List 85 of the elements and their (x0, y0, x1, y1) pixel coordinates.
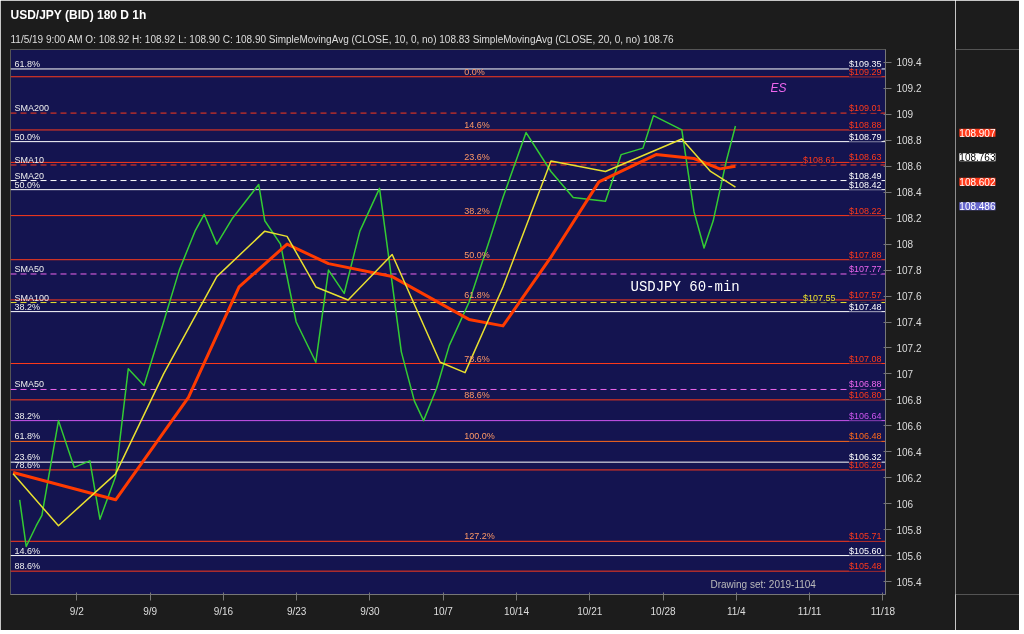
y-tick-label: 106.2 (896, 472, 922, 484)
y-tick-label: 108.8 (896, 135, 922, 147)
x-tick-label: 11/11 (797, 605, 822, 617)
ref-line-label: $107.48 (848, 301, 882, 312)
ref-line-label: $106.80 (848, 389, 882, 400)
chart-title: USD/JPY (BID) 180 D 1h (10, 7, 147, 22)
ref-line-label: $107.88 (848, 249, 882, 260)
annotation: 38.2% (14, 410, 41, 421)
x-tick-label: 9/9 (143, 605, 158, 617)
x-tick-label: 11/18 (870, 605, 896, 617)
ref-line-label: $108.79 (848, 131, 882, 142)
annotation: SMA50 (14, 263, 45, 274)
annotation: 100.0% (464, 431, 495, 442)
text: 108.907 (959, 127, 996, 139)
ref-line-label: $105.71 (848, 531, 882, 542)
annotation: 0.0% (464, 66, 485, 77)
chart-subtitle: 11/5/19 9:00 AM O: 108.92 H: 108.92 L: 108.90 C: 108.90 SimpleMovingAvg (CLOSE, 10, 0, no) 108.83 SimpleMovingAvg (CLOSE, 20, 0, no) 108.76 (10, 33, 675, 45)
ref-line-label: $106.48 (848, 431, 882, 442)
y-tick-label: 107.4 (896, 317, 922, 328)
ref-line-label: $105.60 (848, 545, 882, 556)
y-tick-label: 106.4 (896, 446, 922, 458)
annotation: 14.6% (14, 545, 41, 556)
y-tick-label: 105.4 (896, 576, 922, 588)
annotation: 50.0% (14, 179, 41, 190)
ref-line-label: $109.01 (848, 103, 882, 114)
annotation: SMA200 (14, 103, 50, 114)
y-tick-label: 108 (896, 239, 914, 251)
annotation: ES (770, 80, 787, 95)
x-tick-label: 10/14 (503, 605, 530, 617)
annotation: 50.0% (14, 131, 41, 142)
x-tick-label: 11/4 (726, 605, 747, 617)
y-tick-label: 106.6 (896, 420, 922, 432)
ref-line-label: $105.48 (848, 561, 882, 572)
ref-line-label: $109.29 (848, 66, 882, 77)
y-tick-label: 108.4 (896, 187, 922, 199)
annotation: 88.6% (14, 561, 41, 572)
ref-line-label: $109.35 (848, 58, 882, 69)
annotation: 14.6% (464, 119, 490, 130)
y-tick-label: 107.8 (896, 265, 922, 277)
ref-line-label: $108.49 (848, 170, 882, 181)
x-tick-label: 9/30 (360, 605, 381, 617)
annotation: 38.2% (464, 205, 490, 216)
annotation: 61.8% (14, 58, 41, 69)
y-tick-label: 109.2 (896, 83, 922, 95)
text: 108.763 (959, 152, 996, 164)
annotation: 127.2% (464, 531, 495, 542)
ref-line-label: $107.77 (848, 263, 882, 274)
ref-line-label: $107.55 (802, 292, 836, 303)
y-tick-label: 107.2 (896, 342, 922, 354)
y-tick-label: 107.6 (896, 291, 922, 303)
ref-line-label: $106.26 (848, 459, 882, 470)
x-tick-label: 10/21 (577, 605, 603, 617)
ref-line-label: $107.57 (848, 289, 882, 300)
ref-line-label: $108.22 (848, 205, 882, 216)
ref-line-label: $106.64 (848, 410, 882, 421)
y-tick-label: 109 (896, 109, 914, 121)
ref-line-label: $108.42 (848, 179, 882, 190)
y-tick-label: 109.4 (896, 57, 922, 69)
x-tick-label: 9/16 (213, 605, 234, 617)
annotation: SMA50 (14, 379, 45, 390)
ref-line-label: $106.88 (848, 379, 882, 390)
y-tick-label: 106 (896, 498, 914, 510)
annotation: SMA20 (14, 170, 45, 181)
text: 108.602 (959, 176, 996, 188)
x-tick-label: 10/28 (650, 605, 676, 617)
ref-line-label: $107.08 (848, 353, 882, 364)
annotation: USDJPY 60-min (630, 278, 740, 295)
y-tick-label: 107 (896, 368, 914, 380)
y-tick-label: 105.8 (896, 524, 922, 536)
ref-line-label: $108.61 (802, 154, 836, 165)
annotation: 23.6% (464, 152, 490, 163)
y-tick-label: 106.8 (896, 394, 922, 406)
x-tick-label: 10/7 (433, 605, 454, 617)
annotation: Drawing set: 2019-1104 (710, 578, 817, 590)
y-tick-label: 108.6 (896, 161, 922, 173)
annotation: 61.8% (14, 431, 41, 442)
ref-line-label: $108.88 (848, 119, 882, 130)
y-tick-label: 108.2 (896, 213, 922, 225)
ref-line-label: $108.63 (848, 152, 882, 163)
x-tick-label: 9/23 (286, 605, 307, 617)
annotation: 88.6% (464, 389, 490, 400)
annotation: 38.2% (14, 301, 41, 312)
x-tick-label: 9/2 (69, 605, 85, 617)
y-tick-label: 105.6 (896, 550, 922, 562)
text: 108.486 (959, 201, 996, 213)
